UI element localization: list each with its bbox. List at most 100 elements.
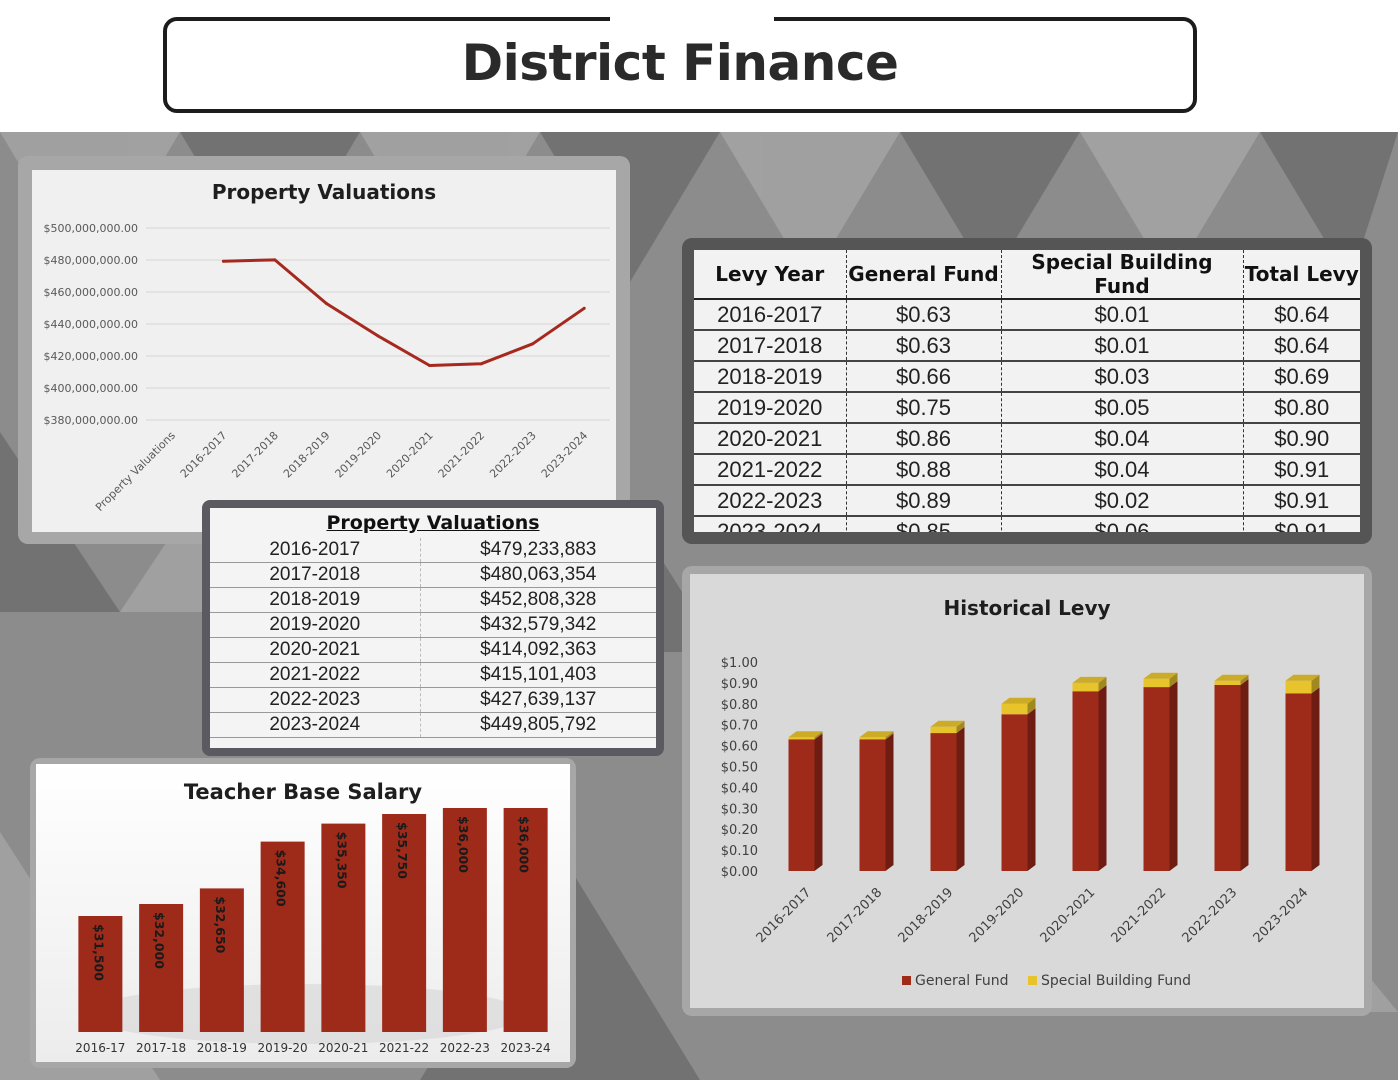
bar-top-face	[1214, 674, 1249, 681]
x-tick-label: 2018-2019	[896, 885, 957, 946]
bar-top-face	[1143, 672, 1178, 679]
bar-general-fund	[1214, 684, 1241, 871]
pv-year: 2018-2019	[210, 587, 420, 613]
x-tick-label: 2021-2022	[1109, 885, 1170, 946]
levy-special: $0.01	[1000, 330, 1243, 362]
data-point	[582, 306, 586, 310]
levy-total: $0.69	[1242, 361, 1360, 393]
bar-side-face	[1169, 681, 1178, 871]
pv-value: $452,808,328	[419, 587, 656, 613]
levy-year: 2022-2023	[694, 485, 846, 517]
bar-special-building-fund	[788, 737, 815, 740]
levy-general: $0.63	[845, 299, 1001, 331]
x-tick-label: 2018-19	[197, 1041, 247, 1055]
salary-bar	[78, 916, 123, 1032]
y-tick-label: $440,000,000.00	[44, 318, 138, 331]
x-tick-label: 2022-2023	[1180, 885, 1241, 946]
table-row: 2021-2022 $415,101,403	[210, 662, 656, 688]
y-tick-label: $380,000,000.00	[44, 414, 138, 427]
salary-bar	[442, 808, 487, 1032]
table-row: 2017-2018 $0.63 $0.01 $0.64	[694, 330, 1360, 362]
pv-value: $480,063,354	[419, 562, 656, 588]
levy-table-frame: Levy Year General Fund Special Building …	[682, 238, 1372, 544]
bar-top-face	[930, 720, 965, 727]
x-tick-label: 2023-24	[501, 1041, 551, 1055]
property-chart-frame: Property Valuations $500,000,000.00 $480,…	[18, 156, 630, 544]
pv-value: $479,233,883	[419, 538, 656, 563]
x-tick-label: 2021-22	[379, 1041, 429, 1055]
levy-header-year: Levy Year	[694, 250, 846, 300]
bar-general-fund	[788, 739, 815, 871]
salary-bar	[321, 823, 366, 1032]
table-row: 2019-2020 $432,579,342	[210, 612, 656, 638]
salary-chart-frame: Teacher Base Salary $31,500 2016-17 $32,00…	[30, 758, 576, 1068]
bar-side-face	[1169, 672, 1178, 688]
levy-special: $0.01	[1000, 299, 1243, 331]
table-row: 2021-2022 $0.88 $0.04 $0.91	[694, 454, 1360, 486]
bar-general-fund	[859, 739, 886, 871]
legend-label: General Fund	[915, 973, 1009, 989]
bar-side-face	[1098, 685, 1107, 871]
table-row: 2018-2019 $452,808,328	[210, 587, 656, 613]
bar-top-face	[859, 731, 894, 738]
levy-general: $0.75	[845, 392, 1001, 424]
bar-side-face	[885, 733, 894, 871]
bar-special-building-fund	[1214, 680, 1241, 685]
y-tick-label: $400,000,000.00	[44, 382, 138, 395]
levy-year: 2019-2020	[694, 392, 846, 424]
series-line-property-valuations	[223, 258, 586, 367]
property-line-chart: $500,000,000.00 $480,000,000.00 $460,000,0…	[44, 222, 610, 514]
bar-special-building-fund	[1072, 682, 1099, 692]
pv-value: $415,101,403	[419, 662, 656, 688]
x-tick-label: 2020-2021	[384, 429, 436, 481]
levy-year: 2016-2017	[694, 299, 846, 331]
data-point	[479, 362, 483, 366]
pv-year: 2017-2018	[210, 562, 420, 588]
levy-total: $0.91	[1242, 454, 1360, 486]
levy-header-special: Special Building Fund	[1000, 250, 1243, 300]
pv-value: $432,579,342	[419, 612, 656, 638]
y-tick-label: $0.70	[721, 719, 758, 734]
y-tick-label: $0.20	[721, 823, 758, 838]
table-row: 2016-2017 $479,233,883	[210, 538, 656, 563]
data-point	[324, 302, 328, 306]
salary-value-label: $35,350	[334, 832, 349, 889]
x-tick-label: 2019-2020	[333, 429, 385, 481]
levy-year: 2023-2024	[694, 516, 846, 532]
levy-bar-chart: $1.00 $0.90 $0.80 $0.70 $0.60 $0.50 $0.40 $0.30…	[721, 656, 1320, 989]
levy-header-total: Total Levy	[1242, 250, 1360, 300]
table-row: 2020-2021 $0.86 $0.04 $0.90	[694, 423, 1360, 455]
data-point	[273, 258, 277, 262]
table-row: 2022-2023 $0.89 $0.02 $0.91	[694, 485, 1360, 517]
levy-total: $0.64	[1242, 299, 1360, 331]
property-chart-title: Property Valuations	[211, 180, 437, 204]
x-tick-label: 2019-20	[258, 1041, 308, 1055]
levy-total: $0.80	[1242, 392, 1360, 424]
salary-bar	[503, 808, 548, 1032]
pv-year: 2023-2024	[210, 712, 420, 738]
salary-value-label: $34,600	[274, 850, 289, 907]
y-tick-label: $0.60	[721, 740, 758, 755]
bar-general-fund	[1001, 714, 1028, 871]
levy-special: $0.02	[1000, 485, 1243, 517]
x-tick-label: 2016-2017	[178, 429, 230, 481]
levy-general: $0.88	[845, 454, 1001, 486]
pv-value: $427,639,137	[419, 687, 656, 713]
salary-value-label: $32,000	[152, 912, 167, 969]
bar-general-fund	[930, 733, 957, 871]
banner-gap	[610, 10, 774, 24]
x-tick-label: 2020-21	[318, 1041, 368, 1055]
data-point	[428, 363, 432, 367]
bar-side-face	[885, 731, 894, 740]
levy-header-general: General Fund	[845, 250, 1001, 300]
table-row: 2019-2020 $0.75 $0.05 $0.80	[694, 392, 1360, 424]
bar-top-face	[1072, 676, 1107, 683]
y-tick-label: $420,000,000.00	[44, 350, 138, 363]
pv-year: 2022-2023	[210, 687, 420, 713]
bar-side-face	[1311, 674, 1320, 694]
bar-side-face	[1311, 687, 1320, 871]
x-tick-label: 2022-2023	[487, 429, 539, 481]
bar-top-face	[788, 731, 823, 738]
salary-bar	[382, 814, 427, 1032]
table-row: 2022-2023 $427,639,137	[210, 687, 656, 713]
